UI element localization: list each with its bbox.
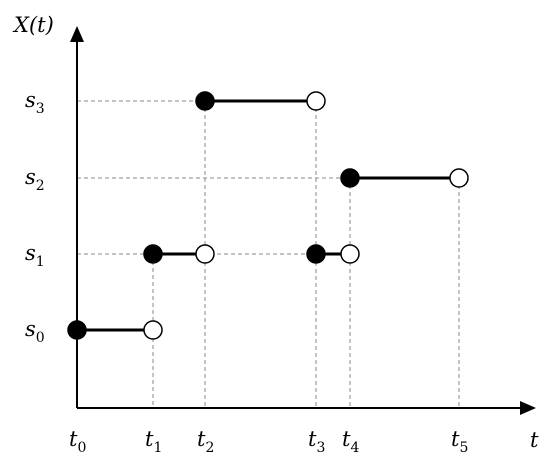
closed-point: [67, 320, 87, 340]
label-index: 4: [350, 440, 359, 456]
label-index: 1: [153, 440, 162, 456]
x-axis-label: t: [530, 428, 539, 452]
label-symbol: s: [25, 241, 36, 265]
label-symbol: t: [197, 427, 206, 451]
open-point: [143, 320, 163, 340]
label-index: 3: [36, 101, 45, 117]
closed-point: [195, 91, 215, 111]
closed-point: [143, 244, 163, 264]
guides: [77, 100, 460, 407]
label-symbol: t: [308, 427, 317, 451]
open-point: [306, 91, 326, 111]
x-label: t3: [308, 427, 325, 456]
x-labels: t0 t1 t2 t3 t4 t5: [69, 427, 468, 456]
label-index: 0: [36, 330, 45, 346]
open-point: [195, 244, 215, 264]
open-point: [340, 244, 360, 264]
steps: [67, 91, 469, 340]
x-label: t1: [145, 427, 162, 456]
y-label: s0: [25, 317, 45, 346]
y-label: s1: [25, 241, 45, 270]
label-index: 2: [205, 440, 214, 456]
y-label: s3: [25, 88, 45, 117]
label-symbol: t: [145, 427, 154, 451]
label-symbol: t: [69, 427, 78, 451]
label-index: 5: [459, 440, 468, 456]
label-symbol: t: [342, 427, 351, 451]
y-axis-label: X(t): [12, 13, 54, 37]
y-arrow: [70, 26, 84, 42]
label-symbol: s: [25, 165, 36, 189]
x-label: t2: [197, 427, 214, 456]
x-label: t5: [451, 427, 468, 456]
label-index: 3: [316, 440, 325, 456]
closed-point: [340, 168, 360, 188]
label-symbol: s: [25, 88, 36, 112]
x-label: t4: [342, 427, 359, 456]
label-symbol: t: [451, 427, 460, 451]
x-arrow: [520, 401, 536, 415]
label-symbol: s: [25, 317, 36, 341]
label-index: 2: [36, 178, 45, 194]
label-index: 1: [36, 254, 45, 270]
x-label: t0: [69, 427, 86, 456]
closed-point: [306, 244, 326, 264]
open-point: [449, 168, 469, 188]
label-index: 0: [77, 440, 86, 456]
y-label: s2: [25, 165, 45, 194]
